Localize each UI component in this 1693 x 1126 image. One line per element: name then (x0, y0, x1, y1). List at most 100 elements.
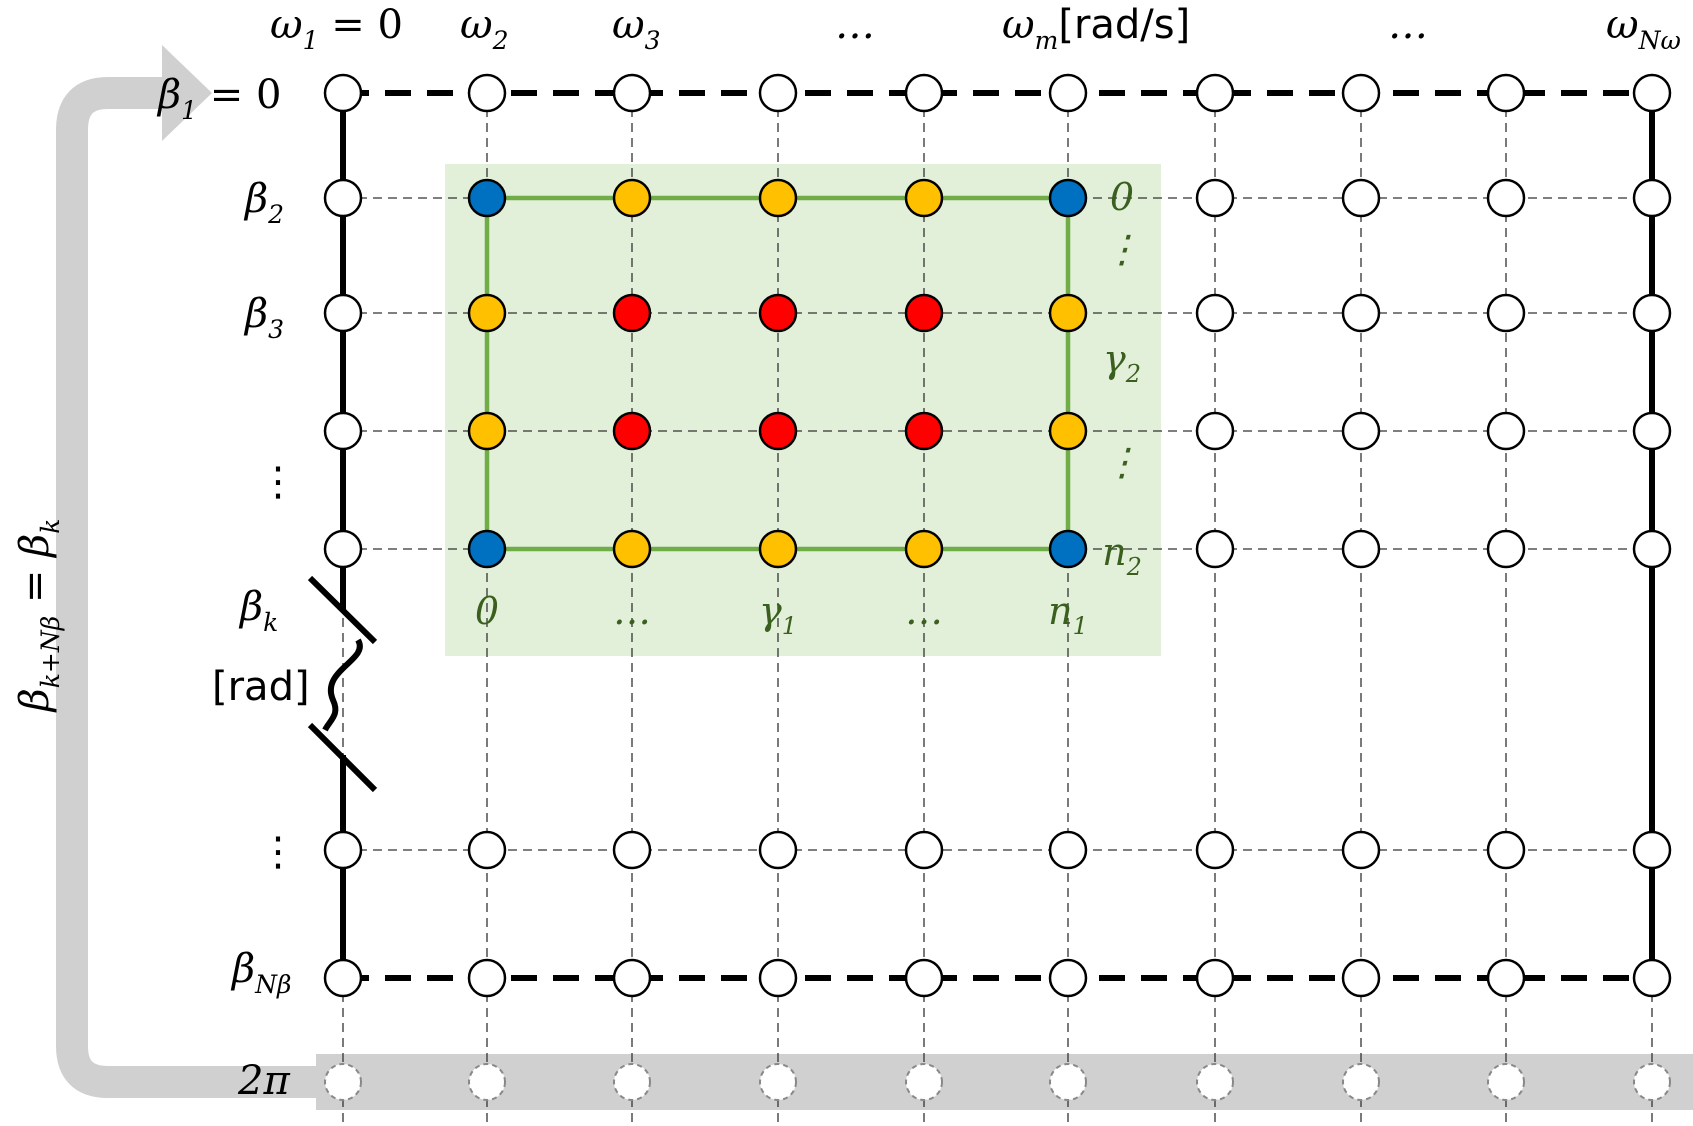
grid-node (1195, 411, 1235, 451)
beta-label: ⋮ (258, 459, 298, 505)
periodicity-arrow (56, 77, 325, 1098)
gamma2-label: ⋮ (1103, 440, 1141, 484)
omega-label: … (1388, 2, 1428, 48)
grid-node (1486, 830, 1526, 870)
omega-label: ωNω (1606, 2, 1681, 55)
interior-node (612, 411, 652, 451)
boundary-node (758, 529, 798, 569)
beta-label: βNβ (230, 946, 291, 999)
gamma2-label: 0 (1110, 175, 1134, 219)
boundary-node (904, 529, 944, 569)
grid-node (1341, 178, 1381, 218)
break-mark-top (307, 575, 378, 645)
beta-label: β2 (243, 176, 284, 229)
periodic-node (468, 1063, 506, 1101)
beta-label: [rad] (212, 664, 310, 710)
interior-node (904, 293, 944, 333)
boundary-node (758, 178, 798, 218)
periodic-node (1633, 1063, 1671, 1101)
grid-node (1632, 178, 1672, 218)
beta-label: β1 = 0 (156, 72, 281, 125)
grid-node (1486, 178, 1526, 218)
grid-node (612, 830, 652, 870)
grid-node (323, 178, 363, 218)
grid-node (467, 830, 507, 870)
grid-node (1632, 958, 1672, 998)
grid-node (1632, 830, 1672, 870)
periodic-node (324, 1063, 362, 1101)
grid-node (1195, 830, 1235, 870)
interior-node (612, 293, 652, 333)
omega-label: … (835, 2, 875, 48)
grid-node (1486, 529, 1526, 569)
grid-node (904, 830, 944, 870)
omega-label: ω2 (460, 2, 509, 55)
corner-node (1048, 178, 1088, 218)
corner-node (467, 178, 507, 218)
grid-node (1048, 958, 1088, 998)
periodicity-text: βk+Nβ = βk (12, 519, 65, 714)
grid-node (1486, 73, 1526, 113)
periodic-node (1196, 1063, 1234, 1101)
gamma1-label: n1 (1048, 589, 1088, 640)
grid-node (758, 830, 798, 870)
grid-node (1195, 178, 1235, 218)
gamma2-label: γ2 (1103, 337, 1141, 388)
periodicity-arrowhead (162, 45, 212, 141)
grid-node (323, 958, 363, 998)
grid-node (904, 73, 944, 113)
boundary-node (612, 178, 652, 218)
grid-node (1048, 73, 1088, 113)
grid-node (758, 73, 798, 113)
periodic-node (613, 1063, 651, 1101)
grid-node (1341, 529, 1381, 569)
periodic-band (316, 1054, 1693, 1110)
grid-node (1341, 411, 1381, 451)
boundary-node (904, 178, 944, 218)
gamma1-label: γ1 (759, 589, 797, 640)
grid-node (1195, 529, 1235, 569)
periodic-node (1487, 1063, 1525, 1101)
beta-label: βk (238, 584, 278, 637)
omega-label: ω3 (612, 2, 661, 55)
periodicity-label: βk+Nβ = βk (12, 519, 65, 714)
grid-node (467, 958, 507, 998)
grid-node (1341, 958, 1381, 998)
grid-node (323, 411, 363, 451)
subgrid-area (445, 164, 1161, 656)
grid-node (1195, 73, 1235, 113)
boundary-node (467, 411, 507, 451)
gamma2-label: n2 (1102, 530, 1142, 581)
grid-node (1048, 830, 1088, 870)
boundary-node (1048, 293, 1088, 333)
periodic-node (1049, 1063, 1087, 1101)
grid-node (1195, 958, 1235, 998)
grid-node (1632, 73, 1672, 113)
grid-node (323, 529, 363, 569)
interior-node (758, 411, 798, 451)
grid-node (323, 73, 363, 113)
gamma1-label: … (905, 589, 943, 633)
grid-node (323, 293, 363, 333)
grid-node (1486, 411, 1526, 451)
grid-node (467, 73, 507, 113)
two-pi-label: 2π (237, 1058, 290, 1104)
break-mark-bottom (307, 722, 378, 793)
grid-node (1341, 293, 1381, 333)
break-squiggle (322, 638, 363, 732)
grid-node (1632, 411, 1672, 451)
interior-node (758, 293, 798, 333)
periodic-node (759, 1063, 797, 1101)
boundary-node (612, 529, 652, 569)
boundary-node (467, 293, 507, 333)
omega-label: ω1 = 0 (270, 2, 403, 55)
grid-node (612, 73, 652, 113)
grid-node (758, 958, 798, 998)
interior-node (904, 411, 944, 451)
beta-label: ⋮ (258, 829, 298, 875)
grid-node (1632, 529, 1672, 569)
corner-node (1048, 529, 1088, 569)
grid-node (1632, 293, 1672, 333)
